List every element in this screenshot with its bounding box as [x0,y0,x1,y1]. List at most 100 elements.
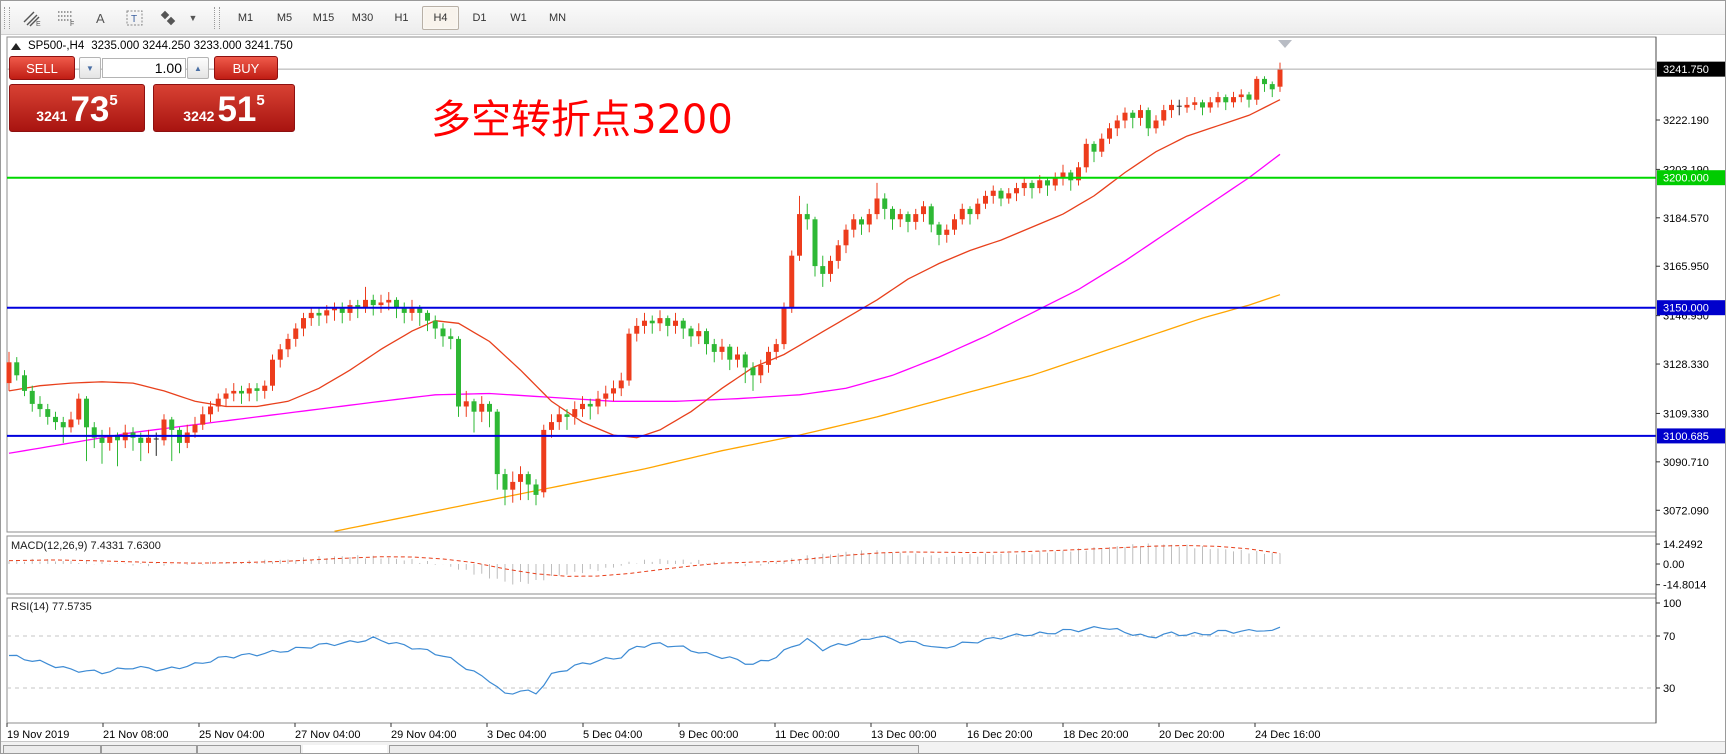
candle-body [928,206,934,225]
time-axis-label: 24 Dec 16:00 [1255,729,1320,741]
candle-body [1130,112,1136,118]
candle-body [60,422,66,428]
candle-body [735,354,740,360]
quote-header: SP500-,H4 3235.000 3244.250 3233.000 324… [11,40,293,52]
tool-dropdown-caret-icon[interactable]: ▼ [188,12,198,23]
candle-body [308,312,314,319]
time-axis-label: 21 Nov 08:00 [103,729,168,741]
volume-decrease-button[interactable]: ▼ [79,57,101,79]
candle-body [866,214,872,225]
candle-body [316,312,322,316]
candle-body [1045,180,1050,186]
candle-body [37,403,43,410]
equidistant-channel-tool-icon[interactable]: E [18,5,48,31]
price-badge-label: 3150.000 [1663,303,1709,315]
toolbar: E F A T ▼ M1 M5 M15 M30 H1 H4 D1 W1 MN [1,1,1725,35]
chart-tab-active[interactable] [303,745,387,753]
collapse-arrow-icon[interactable] [11,42,21,50]
buy-button[interactable]: BUY [214,56,278,80]
buy-price-sup: 5 [256,92,265,109]
candle-body [952,219,957,230]
buy-price-box[interactable]: 3242 51 5 [153,84,295,132]
chart-tab[interactable] [197,745,301,753]
candle-body [549,422,554,430]
candle-body [262,385,268,391]
tf-button-M30[interactable]: M30 [351,11,374,24]
candle-body [595,398,601,407]
fibonacci-retracement-tool-icon[interactable]: F [52,5,82,31]
candle-body [1029,182,1035,189]
toolbar-grip[interactable] [4,6,10,29]
candle-body [851,219,857,230]
price-tick-label: 3222.190 [1663,115,1709,127]
ma-mid-line [8,153,1281,454]
toolbar-grip-2[interactable] [214,6,220,29]
candle-body [246,388,252,394]
candle-body [1099,138,1105,152]
sell-button[interactable]: SELL [9,56,75,80]
candle-body [394,299,399,308]
candle-body [1060,172,1066,178]
candle-body [76,398,82,420]
tf-button-H4[interactable]: H4 [422,5,459,30]
price-tick-label: 3109.330 [1663,408,1709,420]
candle-body [797,214,802,256]
candle-body [355,305,361,308]
volume-input[interactable] [102,58,186,78]
time-axis-label: 5 Dec 04:00 [583,729,642,741]
candle-body [758,364,764,376]
chart-tab[interactable] [3,745,101,753]
tf-button-M15[interactable]: M15 [312,11,335,24]
tf-button-MN[interactable]: MN [548,11,567,24]
buy-price-prefix: 3242 [183,108,215,124]
tf-button-D1[interactable]: D1 [472,11,487,24]
candle-body [603,393,609,399]
time-axis-label: 18 Dec 20:00 [1063,729,1128,741]
candle-body [944,229,950,235]
text-label-tool-icon[interactable]: A [86,5,116,31]
candle-body [580,403,585,410]
candle-body [804,214,810,220]
time-axis-label: 20 Dec 20:00 [1159,729,1224,741]
chart-annotation-text: 多空转折点3200 [431,97,733,143]
sell-price-prefix: 3241 [36,108,68,124]
candle-body [1138,110,1143,118]
volume-increase-button[interactable]: ▲ [187,57,209,79]
rsi-axis-label: 70 [1663,631,1675,643]
candle-body [463,401,469,407]
candle-body [1114,120,1120,129]
candle-body [828,260,833,274]
candle-body [1107,128,1112,139]
price-badge-label: 3200.000 [1663,173,1709,185]
time-axis-label: 3 Dec 04:00 [487,729,546,741]
price-badge [1657,300,1725,316]
rsi-pane [6,597,1657,724]
candle-body [525,474,531,485]
candle-body [332,307,337,311]
time-axis-label: 19 Nov 2019 [7,729,69,741]
arrow-objects-tool-icon[interactable] [154,5,184,31]
chart-tab[interactable] [101,745,197,753]
candle-body [1231,97,1236,103]
candle-body [1246,94,1252,100]
tf-button-H1[interactable]: H1 [394,11,409,24]
candle-body [1052,177,1058,186]
candle-body [975,203,981,215]
macd-pane [6,535,1657,595]
tf-button-W1[interactable]: W1 [510,11,527,24]
tf-button-M1[interactable]: M1 [237,11,254,24]
sell-price-box[interactable]: 3241 73 5 [9,84,146,132]
candle-body [200,414,206,425]
candle-body [1277,69,1283,87]
text-box-tool-icon[interactable]: T [120,5,150,31]
svg-text:A: A [96,11,105,26]
candle-body [169,419,175,430]
chart-tab[interactable] [389,745,919,753]
candle-body [959,208,965,220]
candle-body [254,388,260,391]
candle-body [68,419,74,428]
candle-body [983,195,988,204]
tf-button-M5[interactable]: M5 [276,11,293,24]
